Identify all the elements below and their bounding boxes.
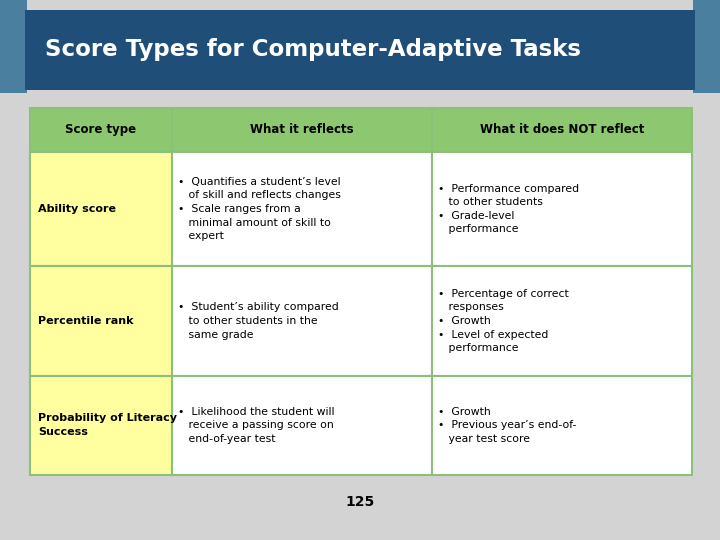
Bar [432,376,692,475]
Text: •  Growth
•  Previous year’s end-of-
   year test score: • Growth • Previous year’s end-of- year … [438,407,577,444]
Bar [30,152,172,266]
Bar [693,0,720,93]
Text: Score Types for Computer-Adaptive Tasks: Score Types for Computer-Adaptive Tasks [45,38,581,62]
Text: Percentile rank: Percentile rank [38,316,133,326]
Bar [0,0,27,93]
Text: •  Percentage of correct
   responses
•  Growth
•  Level of expected
   performa: • Percentage of correct responses • Grow… [438,289,569,353]
Bar [25,10,695,90]
Bar [432,266,692,376]
Text: Probability of Literacy
Success: Probability of Literacy Success [38,414,177,437]
Bar [432,152,692,266]
Text: Ability score: Ability score [38,204,116,214]
Text: Score type: Score type [66,124,137,137]
Text: •  Likelihood the student will
   receive a passing score on
   end-of-year test: • Likelihood the student will receive a … [178,407,335,444]
Bar [172,108,432,152]
Text: •  Quantifies a student’s level
   of skill and reflects changes
•  Scale ranges: • Quantifies a student’s level of skill … [178,177,341,241]
Text: •  Performance compared
   to other students
•  Grade-level
   performance: • Performance compared to other students… [438,184,579,234]
Bar [30,376,172,475]
Text: What it reflects: What it reflects [250,124,354,137]
Text: 125: 125 [346,495,374,509]
Bar [172,376,432,475]
Bar [172,266,432,376]
Bar [30,108,172,152]
Bar [30,266,172,376]
Text: What it does NOT reflect: What it does NOT reflect [480,124,644,137]
Bar [432,108,692,152]
Bar [172,152,432,266]
Text: •  Student’s ability compared
   to other students in the
   same grade: • Student’s ability compared to other st… [178,302,338,340]
